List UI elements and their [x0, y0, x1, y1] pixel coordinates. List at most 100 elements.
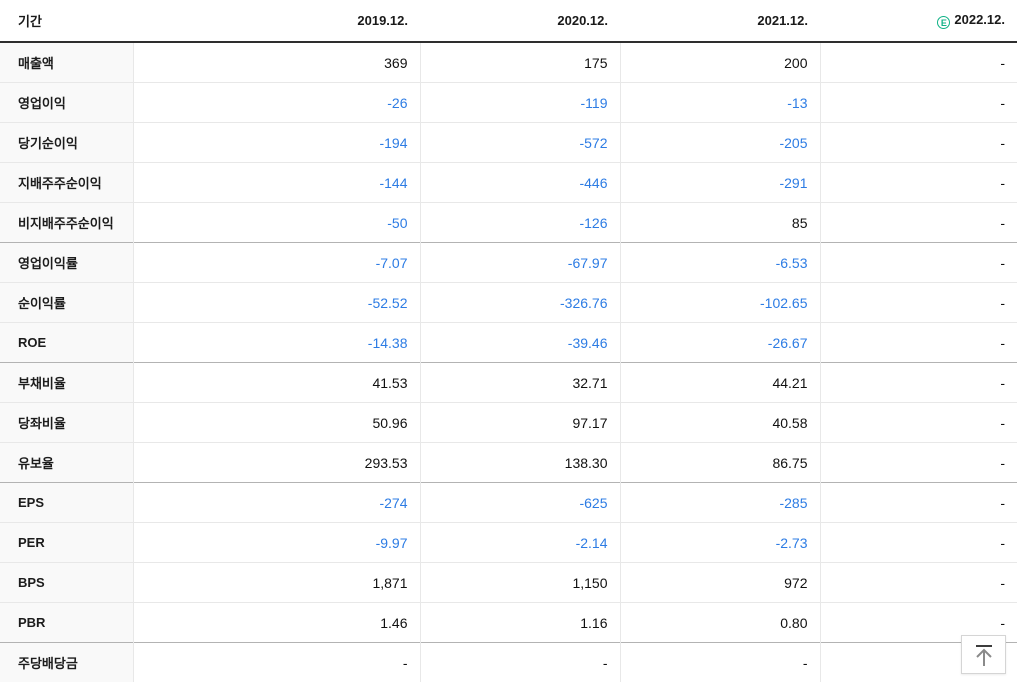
metric-value: - [819, 202, 1017, 243]
metric-value: 1,871 [133, 562, 420, 603]
table-row: EPS -274 -625 -285- [0, 482, 1017, 523]
metric-value: -2.14 [419, 522, 620, 563]
period-header: 기간 [0, 0, 133, 43]
metric-value: - [819, 402, 1017, 443]
metric-value: -285 [619, 482, 820, 523]
metric-value: 1.46 [133, 602, 420, 643]
metric-value: -39.46 [419, 322, 620, 363]
metric-label: 순이익률 [0, 282, 134, 323]
metric-value: -13 [619, 82, 820, 123]
metric-value: - [819, 362, 1017, 403]
metric-value: -126 [419, 202, 620, 243]
metric-value: 972 [619, 562, 820, 603]
metric-label: PER [0, 522, 134, 563]
metric-value: -572 [419, 122, 620, 163]
arrow-up-to-top-icon [975, 644, 992, 666]
metric-value: 175 [419, 42, 620, 83]
metric-value: 85 [619, 202, 820, 243]
metric-value: -119 [419, 82, 620, 123]
metric-value: -326.76 [419, 282, 620, 323]
metric-value: 40.58 [619, 402, 820, 443]
metric-value: -274 [133, 482, 420, 523]
metric-value: 293.53 [133, 442, 420, 483]
table-row: 주당배당금---- [0, 642, 1017, 682]
metric-label: 유보율 [0, 442, 134, 483]
table-row: ROE -14.38 -39.46 -26.67- [0, 322, 1017, 363]
metric-value: -291 [619, 162, 820, 203]
scroll-to-top-button[interactable] [961, 635, 1006, 674]
metric-value: - [819, 122, 1017, 163]
metric-value: 44.21 [619, 362, 820, 403]
metric-value: -50 [133, 202, 420, 243]
table-row: PER -9.97 -2.14 -2.73- [0, 522, 1017, 563]
metric-value: 50.96 [133, 402, 420, 443]
metric-value: - [819, 322, 1017, 363]
metric-value: 200 [619, 42, 820, 83]
metric-label: 부채비율 [0, 362, 134, 403]
metric-value: - [819, 162, 1017, 203]
metric-value: - [419, 642, 620, 682]
metric-value: 369 [133, 42, 420, 83]
metric-label: BPS [0, 562, 134, 603]
metric-value: - [619, 642, 820, 682]
metric-value: - [133, 642, 420, 682]
metric-value: -67.97 [419, 242, 620, 283]
metric-value: - [819, 562, 1017, 603]
table-row: 당좌비율 50.96 97.17 40.58- [0, 402, 1017, 443]
metric-value: -2.73 [619, 522, 820, 563]
table-row: 비지배주주순이익 -50 -126 85- [0, 202, 1017, 243]
metric-value: 41.53 [133, 362, 420, 403]
metric-value: -205 [619, 122, 820, 163]
metric-value: -625 [419, 482, 620, 523]
metric-label: 비지배주주순이익 [0, 202, 134, 243]
metric-label: 주당배당금 [0, 642, 134, 682]
metric-label: ROE [0, 322, 134, 363]
metric-value: -7.07 [133, 242, 420, 283]
metric-label: 당기순이익 [0, 122, 134, 163]
metric-value: -26.67 [619, 322, 820, 363]
table-row: 부채비율 41.53 32.71 44.21- [0, 362, 1017, 403]
table-header-row: 기간 2019.12. 2020.12. 2021.12. E 2022.12. [0, 0, 1017, 43]
metric-value: -14.38 [133, 322, 420, 363]
metric-value: - [819, 42, 1017, 83]
column-header-2022-estimate: E 2022.12. [820, 0, 1017, 43]
metric-value: -102.65 [619, 282, 820, 323]
metric-value: 32.71 [419, 362, 620, 403]
table-row: 순이익률 -52.52 -326.76 -102.65- [0, 282, 1017, 323]
metric-label: 영업이익률 [0, 242, 134, 283]
metric-label: 매출액 [0, 42, 134, 83]
table-row: 지배주주순이익 -144 -446 -291- [0, 162, 1017, 203]
metric-value: - [819, 242, 1017, 283]
column-header-2021: 2021.12. [620, 0, 820, 43]
table-row: PBR 1.46 1.16 0.80- [0, 602, 1017, 643]
metric-value: -194 [133, 122, 420, 163]
metric-value: - [819, 482, 1017, 523]
metric-value: - [819, 522, 1017, 563]
table-row: 매출액 369 175 200- [0, 42, 1017, 83]
metric-value: 97.17 [419, 402, 620, 443]
metric-value: - [819, 82, 1017, 123]
table-row: 영업이익 -26 -119 -13- [0, 82, 1017, 123]
metric-value: -446 [419, 162, 620, 203]
column-header-2019: 2019.12. [133, 0, 420, 43]
metric-value: 1,150 [419, 562, 620, 603]
metric-value: -26 [133, 82, 420, 123]
metric-value: -9.97 [133, 522, 420, 563]
metric-label: 지배주주순이익 [0, 162, 134, 203]
table-row: 영업이익률 -7.07 -67.97 -6.53- [0, 242, 1017, 283]
table-row: BPS 1,871 1,150 972- [0, 562, 1017, 603]
metric-value: -144 [133, 162, 420, 203]
metric-label: PBR [0, 602, 134, 643]
metric-label: 당좌비율 [0, 402, 134, 443]
column-header-label: 2022.12. [954, 12, 1005, 27]
metric-value: - [819, 282, 1017, 323]
metric-value: 0.80 [619, 602, 820, 643]
metric-value: -6.53 [619, 242, 820, 283]
metric-value: 1.16 [419, 602, 620, 643]
column-header-2020: 2020.12. [420, 0, 620, 43]
metric-value: 138.30 [419, 442, 620, 483]
metric-value: - [819, 442, 1017, 483]
table-row: 유보율 293.53 138.30 86.75- [0, 442, 1017, 483]
